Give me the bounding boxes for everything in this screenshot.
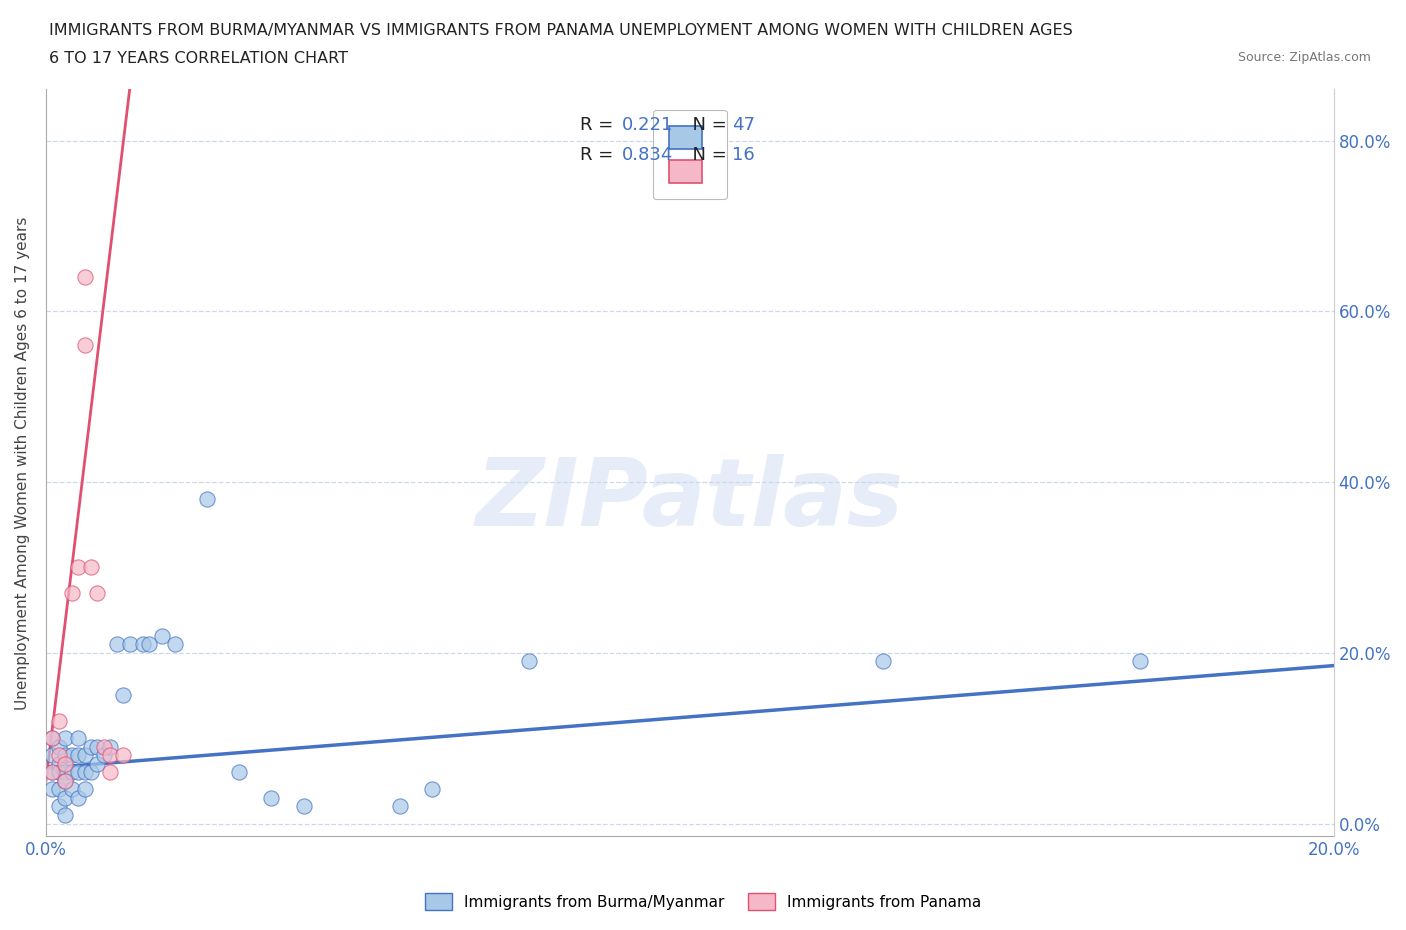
Point [41, 764, 63, 779]
Point [53, 748, 76, 763]
Point [48, 756, 70, 771]
Point [60, 748, 83, 763]
Text: N =: N = [681, 116, 733, 134]
Point [48, 782, 70, 797]
Point [138, 637, 160, 652]
Point [98, 739, 121, 754]
Point [112, 688, 135, 703]
Point [53, 774, 76, 789]
Point [150, 629, 173, 644]
Point [48, 713, 70, 728]
Point [228, 764, 250, 779]
Point [80, 560, 103, 575]
Point [80, 739, 103, 754]
Point [60, 782, 83, 797]
Point [93, 748, 115, 763]
Point [517, 654, 540, 669]
Point [98, 748, 121, 763]
Point [112, 748, 135, 763]
Text: 0.221: 0.221 [621, 116, 673, 134]
Legend: , : , [652, 110, 727, 199]
Point [41, 731, 63, 746]
Point [41, 782, 63, 797]
Point [73, 782, 96, 797]
Point [53, 764, 76, 779]
Point [86, 586, 108, 601]
Text: 16: 16 [733, 146, 755, 164]
Point [73, 764, 96, 779]
Point [73, 270, 96, 285]
Point [420, 782, 443, 797]
Point [53, 790, 76, 805]
Legend: Immigrants from Burma/Myanmar, Immigrants from Panama: Immigrants from Burma/Myanmar, Immigrant… [416, 885, 990, 918]
Point [195, 492, 218, 507]
Text: N =: N = [681, 146, 733, 164]
Point [48, 799, 70, 814]
Point [389, 799, 412, 814]
Text: 6 TO 17 YEARS CORRELATION CHART: 6 TO 17 YEARS CORRELATION CHART [49, 51, 349, 66]
Point [105, 637, 128, 652]
Point [48, 764, 70, 779]
Point [67, 790, 90, 805]
Point [118, 637, 141, 652]
Text: Source: ZipAtlas.com: Source: ZipAtlas.com [1237, 51, 1371, 64]
Point [73, 748, 96, 763]
Text: 47: 47 [733, 116, 755, 134]
Y-axis label: Unemployment Among Women with Children Ages 6 to 17 years: Unemployment Among Women with Children A… [15, 216, 30, 710]
Point [260, 790, 283, 805]
Point [73, 338, 96, 352]
Point [86, 739, 108, 754]
Point [98, 764, 121, 779]
Text: 0.834: 0.834 [621, 146, 673, 164]
Point [67, 764, 90, 779]
Text: IMMIGRANTS FROM BURMA/MYANMAR VS IMMIGRANTS FROM PANAMA UNEMPLOYMENT AMONG WOMEN: IMMIGRANTS FROM BURMA/MYANMAR VS IMMIGRA… [49, 23, 1073, 38]
Point [53, 731, 76, 746]
Point [67, 748, 90, 763]
Point [67, 560, 90, 575]
Point [53, 807, 76, 822]
Point [1129, 654, 1152, 669]
Point [60, 586, 83, 601]
Text: ZIPatlas: ZIPatlas [475, 454, 904, 546]
Point [60, 764, 83, 779]
Text: R =: R = [581, 146, 620, 164]
Point [93, 739, 115, 754]
Point [41, 731, 63, 746]
Point [48, 739, 70, 754]
Point [48, 748, 70, 763]
Point [53, 756, 76, 771]
Point [163, 637, 186, 652]
Point [41, 764, 63, 779]
Point [53, 774, 76, 789]
Point [80, 764, 103, 779]
Point [41, 748, 63, 763]
Point [292, 799, 315, 814]
Point [131, 637, 153, 652]
Point [86, 756, 108, 771]
Text: R =: R = [581, 116, 620, 134]
Point [67, 731, 90, 746]
Point [872, 654, 894, 669]
